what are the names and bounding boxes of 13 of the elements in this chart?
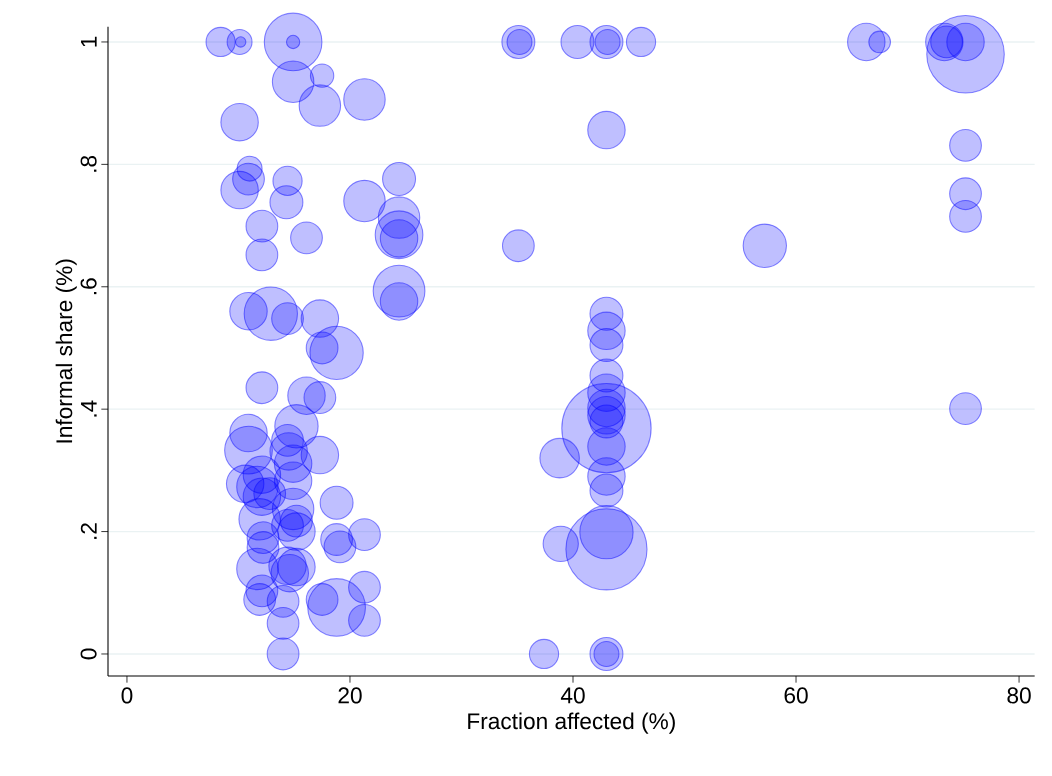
- y-tick-label: 0: [80, 648, 97, 660]
- y-tick-label: .8: [80, 155, 97, 172]
- y-tick-label: .6: [80, 278, 97, 295]
- y-tick-label: .2: [80, 523, 97, 539]
- x-tick-label: 60: [784, 687, 808, 704]
- y-tick-label: 1: [81, 36, 97, 47]
- x-tick-label: 80: [1007, 687, 1031, 704]
- x-tick-label: 20: [338, 687, 362, 704]
- x-tick-label: 40: [560, 687, 585, 704]
- x-tick-label: 0: [121, 687, 133, 704]
- y-tick-label: .4: [81, 400, 97, 417]
- y-axis-title: Informal share (%): [55, 259, 77, 443]
- x-axis-title: Fraction affected (%): [468, 712, 675, 734]
